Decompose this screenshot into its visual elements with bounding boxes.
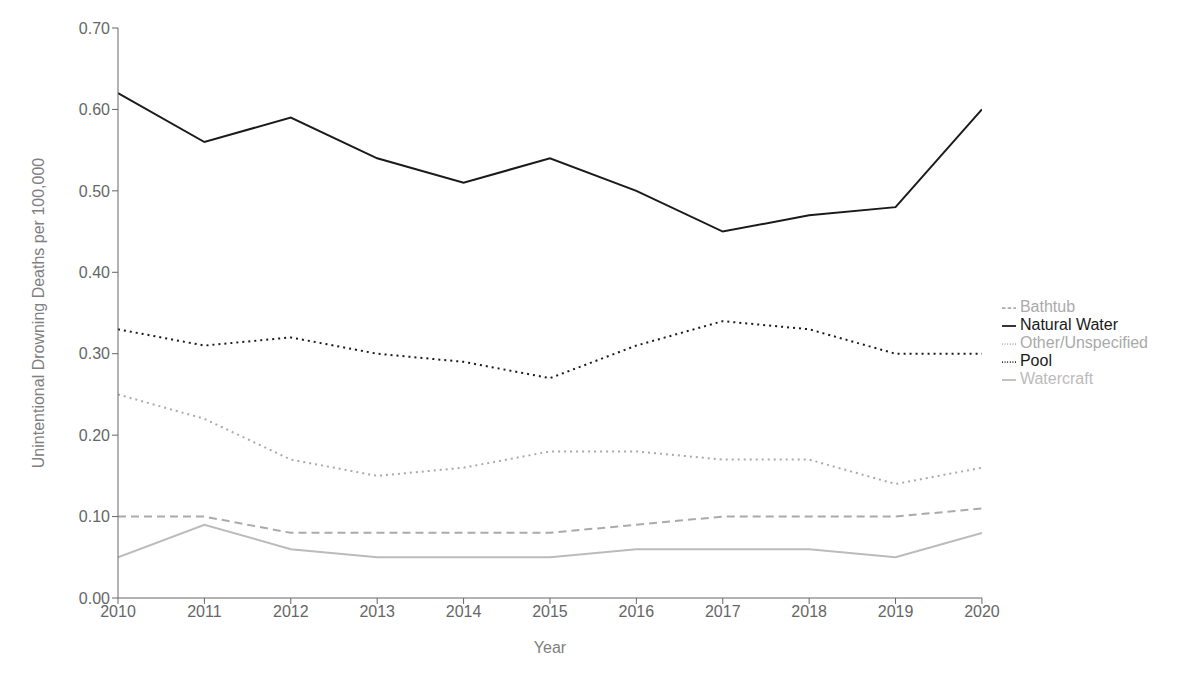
svg-text:0.70: 0.70	[79, 20, 110, 37]
svg-text:Unintentional Drowning Deaths: Unintentional Drowning Deaths per 100,00…	[30, 158, 47, 469]
svg-text:0.60: 0.60	[79, 101, 110, 118]
svg-text:2018: 2018	[791, 603, 827, 620]
svg-text:0.00: 0.00	[79, 590, 110, 607]
svg-text:0.10: 0.10	[79, 508, 110, 525]
html-text:Other/Unspecified: Other/Unspecified	[1019, 334, 1148, 351]
svg-text:2011: 2011	[187, 603, 222, 620]
html-text:Natural Water: Natural Water	[1019, 316, 1118, 333]
html-text:Bathtub: Bathtub	[1019, 298, 1076, 315]
svg-text:0.50: 0.50	[79, 183, 110, 200]
svg-text:Year: Year	[534, 639, 567, 656]
svg-text:0.20: 0.20	[79, 427, 110, 444]
svg-text:0.40: 0.40	[79, 264, 110, 281]
svg-text:2015: 2015	[532, 603, 568, 620]
svg-text:2010: 2010	[100, 603, 136, 621]
svg-text:2020: 2020	[964, 603, 1000, 620]
svg-text:2012: 2012	[273, 603, 309, 620]
html-text:Pool: Pool	[1019, 352, 1052, 369]
svg-text:2014: 2014	[446, 603, 482, 620]
html-text:Watercraft: Watercraft	[1019, 370, 1094, 387]
svg-text:2013: 2013	[359, 603, 395, 620]
svg-text:2017: 2017	[705, 603, 741, 620]
svg-text:2016: 2016	[619, 603, 655, 620]
svg-text:0.30: 0.30	[79, 345, 110, 362]
svg-text:2019: 2019	[878, 603, 914, 620]
